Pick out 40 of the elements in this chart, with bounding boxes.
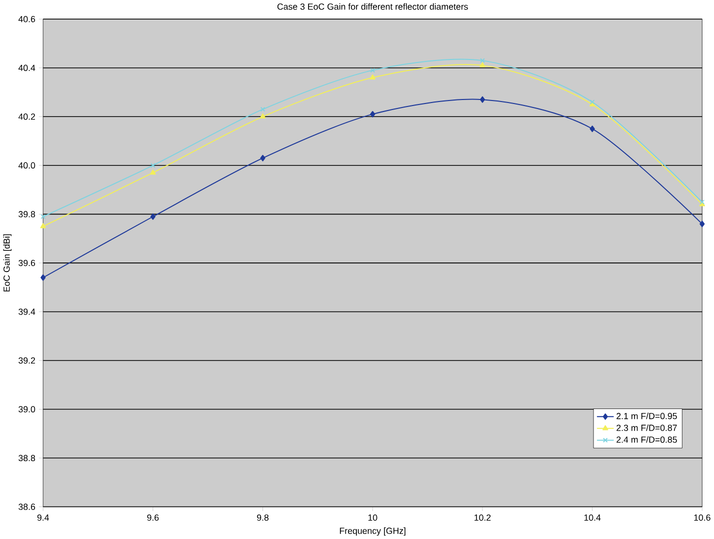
point: [150, 213, 156, 220]
point: [40, 223, 46, 228]
y-tick-label: 38.8: [18, 454, 36, 462]
legend-label: 2.4 m F/D=0.85: [616, 436, 677, 443]
y-tick-label: 39.4: [18, 308, 36, 315]
legend-label: 2.3 m F/D=0.87: [616, 424, 677, 432]
y-tick-label: 38.6: [18, 504, 36, 510]
point: [480, 96, 486, 103]
y-axis-title: EoC Gain [dBi]: [3, 234, 12, 292]
y-tick-label: 39.8: [18, 211, 36, 218]
point: [260, 106, 266, 112]
point: [480, 58, 485, 64]
point: [370, 68, 376, 73]
y-tick-label: 40.6: [18, 16, 36, 22]
x-tick-label: 10.4: [584, 514, 601, 521]
point: [260, 154, 266, 162]
y-tick-label: 40.2: [18, 114, 35, 120]
x-tick-label: 10.2: [474, 514, 491, 521]
point: [480, 62, 486, 68]
x-tick-label: 10: [368, 514, 378, 521]
y-tick-label: 39.2: [18, 357, 35, 364]
y-tick-label: 40.4: [18, 64, 36, 72]
point: [700, 220, 705, 228]
legend-label: 2.1 m F/D=0.95: [616, 412, 677, 420]
y-tick-label: 39.0: [18, 406, 36, 412]
point: [370, 111, 376, 118]
point: [590, 126, 595, 132]
x-tick-label: 9.8: [257, 514, 269, 521]
x-tick-label: 10.6: [694, 514, 710, 521]
x-tick-label: 9.4: [37, 514, 49, 521]
y-tick-label: 39.6: [18, 260, 36, 266]
point: [40, 274, 46, 281]
point: [150, 163, 156, 168]
point: [370, 74, 376, 80]
y-tick-label: 40.0: [18, 162, 36, 169]
point: [260, 113, 266, 119]
x-axis-title: Frequency [GHz]: [340, 527, 406, 536]
x-tick-label: 9.6: [147, 514, 159, 521]
chart-title: Case 3 EoC Gain for different reflector diameters: [277, 3, 468, 10]
point: [150, 170, 156, 175]
